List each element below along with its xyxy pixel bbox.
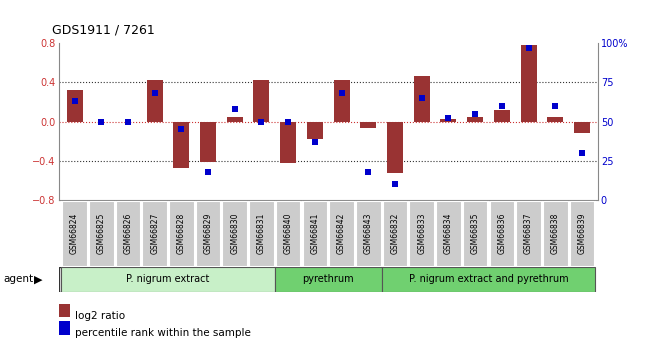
Bar xyxy=(275,267,382,292)
Text: pyrethrum: pyrethrum xyxy=(302,275,354,284)
Bar xyxy=(436,201,461,266)
Text: percentile rank within the sample: percentile rank within the sample xyxy=(75,328,252,338)
Point xyxy=(176,127,187,132)
Bar xyxy=(227,117,243,122)
Text: GSM66824: GSM66824 xyxy=(70,213,79,254)
Text: GSM66837: GSM66837 xyxy=(524,213,533,255)
Text: GSM66828: GSM66828 xyxy=(177,213,186,254)
Point xyxy=(550,103,560,109)
Bar xyxy=(467,117,483,122)
Bar xyxy=(249,201,274,266)
Point xyxy=(443,116,454,121)
Point xyxy=(123,119,133,125)
Bar xyxy=(543,201,567,266)
Bar xyxy=(169,201,194,266)
Text: GSM66839: GSM66839 xyxy=(577,213,586,255)
Bar xyxy=(142,201,167,266)
Text: GSM66842: GSM66842 xyxy=(337,213,346,254)
Point xyxy=(150,91,160,96)
Bar xyxy=(222,201,247,266)
Point xyxy=(283,119,293,125)
Point xyxy=(497,103,507,109)
Text: GSM66843: GSM66843 xyxy=(364,213,373,255)
Text: GSM66835: GSM66835 xyxy=(471,213,480,255)
Point xyxy=(256,119,266,125)
Point xyxy=(203,169,213,175)
Bar xyxy=(489,201,514,266)
Text: ▶: ▶ xyxy=(34,275,42,284)
Bar xyxy=(254,80,270,122)
Bar xyxy=(382,267,595,292)
Text: GSM66826: GSM66826 xyxy=(124,213,133,254)
Text: GSM66840: GSM66840 xyxy=(283,213,292,255)
Text: GSM66834: GSM66834 xyxy=(444,213,453,255)
Bar xyxy=(174,122,189,168)
Text: GSM66825: GSM66825 xyxy=(97,213,106,254)
Text: log2 ratio: log2 ratio xyxy=(75,311,125,321)
Bar xyxy=(62,201,87,266)
Text: GSM66831: GSM66831 xyxy=(257,213,266,254)
Point xyxy=(337,91,347,96)
Bar xyxy=(569,201,594,266)
Point xyxy=(96,119,107,125)
Bar xyxy=(410,201,434,266)
Point xyxy=(309,139,320,145)
Text: P. nigrum extract and pyrethrum: P. nigrum extract and pyrethrum xyxy=(409,275,568,284)
Bar xyxy=(387,122,403,172)
Text: GSM66830: GSM66830 xyxy=(230,213,239,255)
Bar xyxy=(66,90,83,122)
Bar xyxy=(441,119,456,122)
Text: P. nigrum extract: P. nigrum extract xyxy=(126,275,210,284)
Bar xyxy=(521,45,536,122)
Point xyxy=(417,95,427,101)
Text: GSM66836: GSM66836 xyxy=(497,213,506,255)
Text: agent: agent xyxy=(3,275,33,284)
Point xyxy=(229,106,240,112)
Bar xyxy=(574,122,590,134)
Bar xyxy=(360,122,376,128)
Bar xyxy=(333,80,350,122)
Text: GSM66833: GSM66833 xyxy=(417,213,426,255)
Bar xyxy=(200,122,216,162)
Bar xyxy=(547,117,564,122)
Point xyxy=(577,150,587,156)
Bar xyxy=(330,201,354,266)
Point xyxy=(523,45,534,51)
Point xyxy=(390,181,400,187)
Text: GDS1911 / 7261: GDS1911 / 7261 xyxy=(52,23,155,36)
Text: GSM66838: GSM66838 xyxy=(551,213,560,254)
Text: GSM66827: GSM66827 xyxy=(150,213,159,254)
Bar xyxy=(413,76,430,122)
Point xyxy=(363,169,374,175)
Point xyxy=(70,98,80,104)
Bar xyxy=(116,201,140,266)
Text: GSM66829: GSM66829 xyxy=(203,213,213,254)
Point xyxy=(470,111,480,117)
Bar xyxy=(196,201,220,266)
Text: GSM66841: GSM66841 xyxy=(311,213,319,254)
Bar xyxy=(89,201,114,266)
Bar xyxy=(383,201,408,266)
Bar xyxy=(61,267,275,292)
Bar xyxy=(307,122,323,139)
Text: GSM66832: GSM66832 xyxy=(391,213,400,254)
Bar xyxy=(303,201,327,266)
Bar xyxy=(280,122,296,163)
Bar xyxy=(463,201,488,266)
Bar xyxy=(516,201,541,266)
Bar xyxy=(494,110,510,122)
Bar xyxy=(276,201,300,266)
Bar xyxy=(147,80,162,122)
Bar xyxy=(356,201,381,266)
